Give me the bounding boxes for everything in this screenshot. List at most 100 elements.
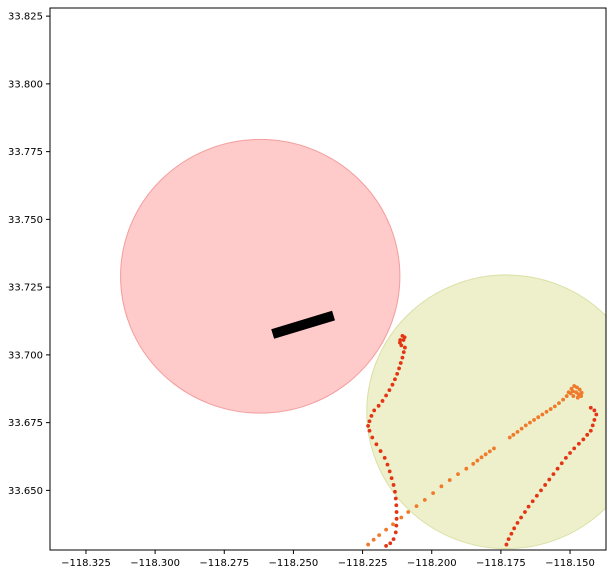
track-point (568, 451, 572, 455)
track-point (528, 420, 532, 425)
track-point (509, 531, 514, 536)
track-point (575, 385, 579, 390)
track-point (384, 544, 388, 548)
track-point (557, 401, 561, 406)
track-point (370, 435, 375, 440)
track-point (389, 476, 394, 481)
track-point (377, 533, 382, 537)
track-points (366, 334, 599, 548)
track-point (592, 418, 597, 422)
track-point (382, 455, 387, 460)
track-point (479, 455, 484, 460)
track-point (391, 537, 396, 542)
track-point (507, 435, 512, 440)
track-point (577, 387, 582, 392)
track-point (519, 515, 523, 520)
track-point (511, 432, 516, 437)
track-point (394, 510, 399, 514)
track-point (576, 392, 581, 397)
track-point (523, 510, 527, 514)
track-point (506, 537, 511, 542)
track-point (544, 409, 549, 414)
y-tick-label: 33.650 (8, 486, 43, 497)
track-point (483, 452, 488, 457)
track-point (397, 366, 401, 371)
region-circle-1 (120, 138, 401, 414)
track-point (487, 449, 492, 454)
track-point (519, 426, 524, 431)
track-point (398, 361, 403, 365)
y-tick-label: 33.750 (8, 215, 43, 226)
track-point (515, 521, 520, 525)
track-point (561, 397, 566, 402)
track-point (579, 394, 584, 398)
y-tick-label: 33.725 (8, 283, 43, 294)
track-point (539, 488, 543, 493)
track-point (384, 393, 388, 398)
y-tick-label: 33.675 (8, 418, 43, 429)
track-point (374, 442, 379, 447)
track-point (540, 412, 545, 417)
track-point (572, 446, 577, 451)
track-point (376, 403, 381, 408)
track-point (590, 423, 595, 428)
track-point (571, 394, 576, 398)
region-circle-2 (366, 274, 606, 550)
track-point (559, 461, 564, 466)
x-axis: −118.325 −118.300 −118.275 −118.250 −118.225… (61, 550, 595, 569)
track-point (372, 408, 377, 413)
track-point (394, 523, 399, 528)
track-point (387, 388, 392, 393)
x-tick-label: −118.325 (61, 558, 111, 569)
track-point (547, 477, 552, 482)
black-segment (271, 310, 335, 339)
region-circles (120, 138, 606, 550)
track-point (447, 478, 452, 482)
track-point (394, 503, 399, 508)
track-point (594, 412, 599, 417)
track-point (543, 483, 548, 487)
track-point (534, 493, 539, 498)
y-tick-label: 33.800 (8, 79, 43, 90)
track-point (401, 350, 406, 355)
track-point (390, 382, 395, 387)
track-point (579, 390, 584, 395)
track-point (576, 441, 581, 446)
track-point (399, 515, 404, 520)
track-point (431, 491, 436, 495)
track-point (592, 408, 597, 413)
track-point (367, 419, 372, 424)
track-point (492, 446, 496, 451)
track-point (471, 461, 476, 466)
track-point (393, 530, 398, 535)
track-point (566, 390, 571, 395)
track-point (551, 472, 556, 477)
track-point (380, 399, 385, 403)
track-point (414, 504, 419, 508)
track-point (400, 355, 405, 360)
track-point (523, 423, 528, 428)
track-point (504, 542, 509, 547)
track-point (394, 516, 399, 521)
y-tick-label: 33.775 (8, 147, 43, 158)
track-point (512, 526, 517, 531)
x-tick-label: −118.275 (199, 558, 249, 569)
track-point (388, 541, 393, 546)
track-point (575, 395, 580, 400)
track-point (456, 472, 460, 477)
track-point (585, 432, 590, 437)
track-point (530, 499, 535, 504)
track-point (399, 343, 404, 348)
track-point (395, 371, 400, 376)
track-point (526, 504, 531, 509)
track-point (385, 462, 390, 467)
track-point (387, 469, 392, 474)
track-point (369, 413, 374, 418)
track-point (402, 345, 407, 350)
y-tick-label: 33.700 (8, 350, 43, 361)
track-point (532, 418, 536, 422)
x-tick-label: −118.175 (476, 558, 526, 569)
track-point (378, 449, 383, 453)
black-bar-segment (271, 310, 335, 339)
